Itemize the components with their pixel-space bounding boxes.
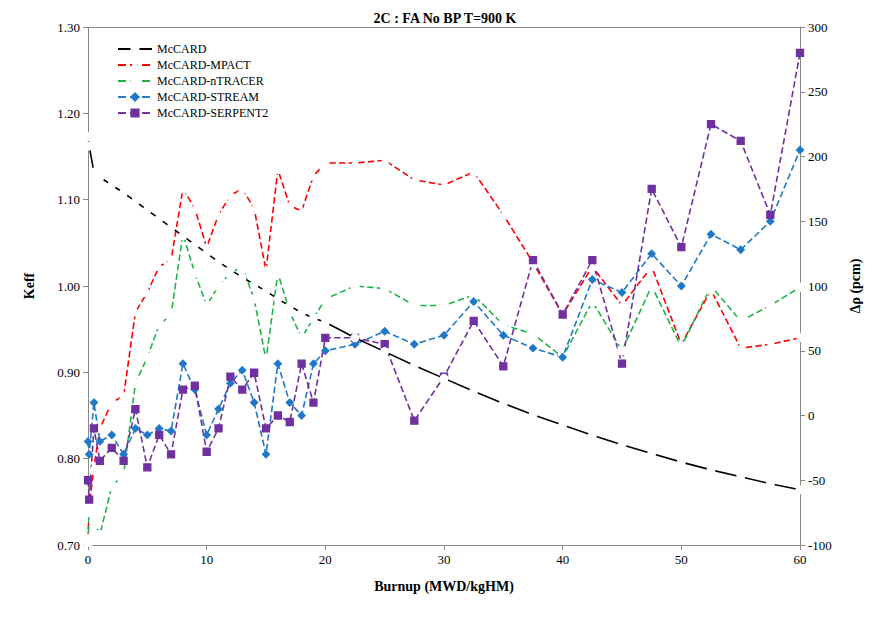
svg-text:0.90: 0.90	[57, 365, 80, 380]
svg-text:0.80: 0.80	[57, 451, 80, 466]
svg-text:1.00: 1.00	[57, 279, 80, 294]
svg-text:-100: -100	[808, 538, 832, 553]
svg-text:1.20: 1.20	[57, 106, 80, 121]
svg-text:50: 50	[808, 343, 821, 358]
svg-text:McCARD-nTRACER: McCARD-nTRACER	[157, 74, 264, 88]
svg-text:Burnup (MWD/kgHM): Burnup (MWD/kgHM)	[374, 579, 514, 595]
svg-text:1.30: 1.30	[57, 20, 80, 35]
svg-text:1.10: 1.10	[57, 192, 80, 207]
svg-text:0: 0	[85, 552, 92, 567]
svg-text:0.70: 0.70	[57, 538, 80, 553]
svg-text:150: 150	[808, 214, 828, 229]
svg-text:-50: -50	[808, 473, 825, 488]
svg-text:100: 100	[808, 279, 828, 294]
svg-text:Δρ (pcm): Δρ (pcm)	[848, 258, 864, 313]
svg-text:200: 200	[808, 149, 828, 164]
svg-text:20: 20	[319, 552, 332, 567]
svg-text:250: 250	[808, 84, 828, 99]
svg-text:10: 10	[200, 552, 213, 567]
svg-text:0: 0	[808, 408, 815, 423]
svg-text:McCARD-MPACT: McCARD-MPACT	[157, 58, 251, 72]
svg-text:McCARD: McCARD	[157, 42, 207, 56]
svg-text:30: 30	[438, 552, 451, 567]
svg-text:McCARD-SERPENT2: McCARD-SERPENT2	[157, 106, 268, 120]
svg-text:300: 300	[808, 20, 828, 35]
svg-text:McCARD-STREAM: McCARD-STREAM	[157, 90, 259, 104]
svg-text:2C : FA No BP T=900 K: 2C : FA No BP T=900 K	[374, 11, 517, 26]
svg-text:60: 60	[794, 552, 807, 567]
svg-text:50: 50	[675, 552, 688, 567]
svg-text:Keff: Keff	[22, 272, 37, 299]
svg-text:40: 40	[556, 552, 569, 567]
